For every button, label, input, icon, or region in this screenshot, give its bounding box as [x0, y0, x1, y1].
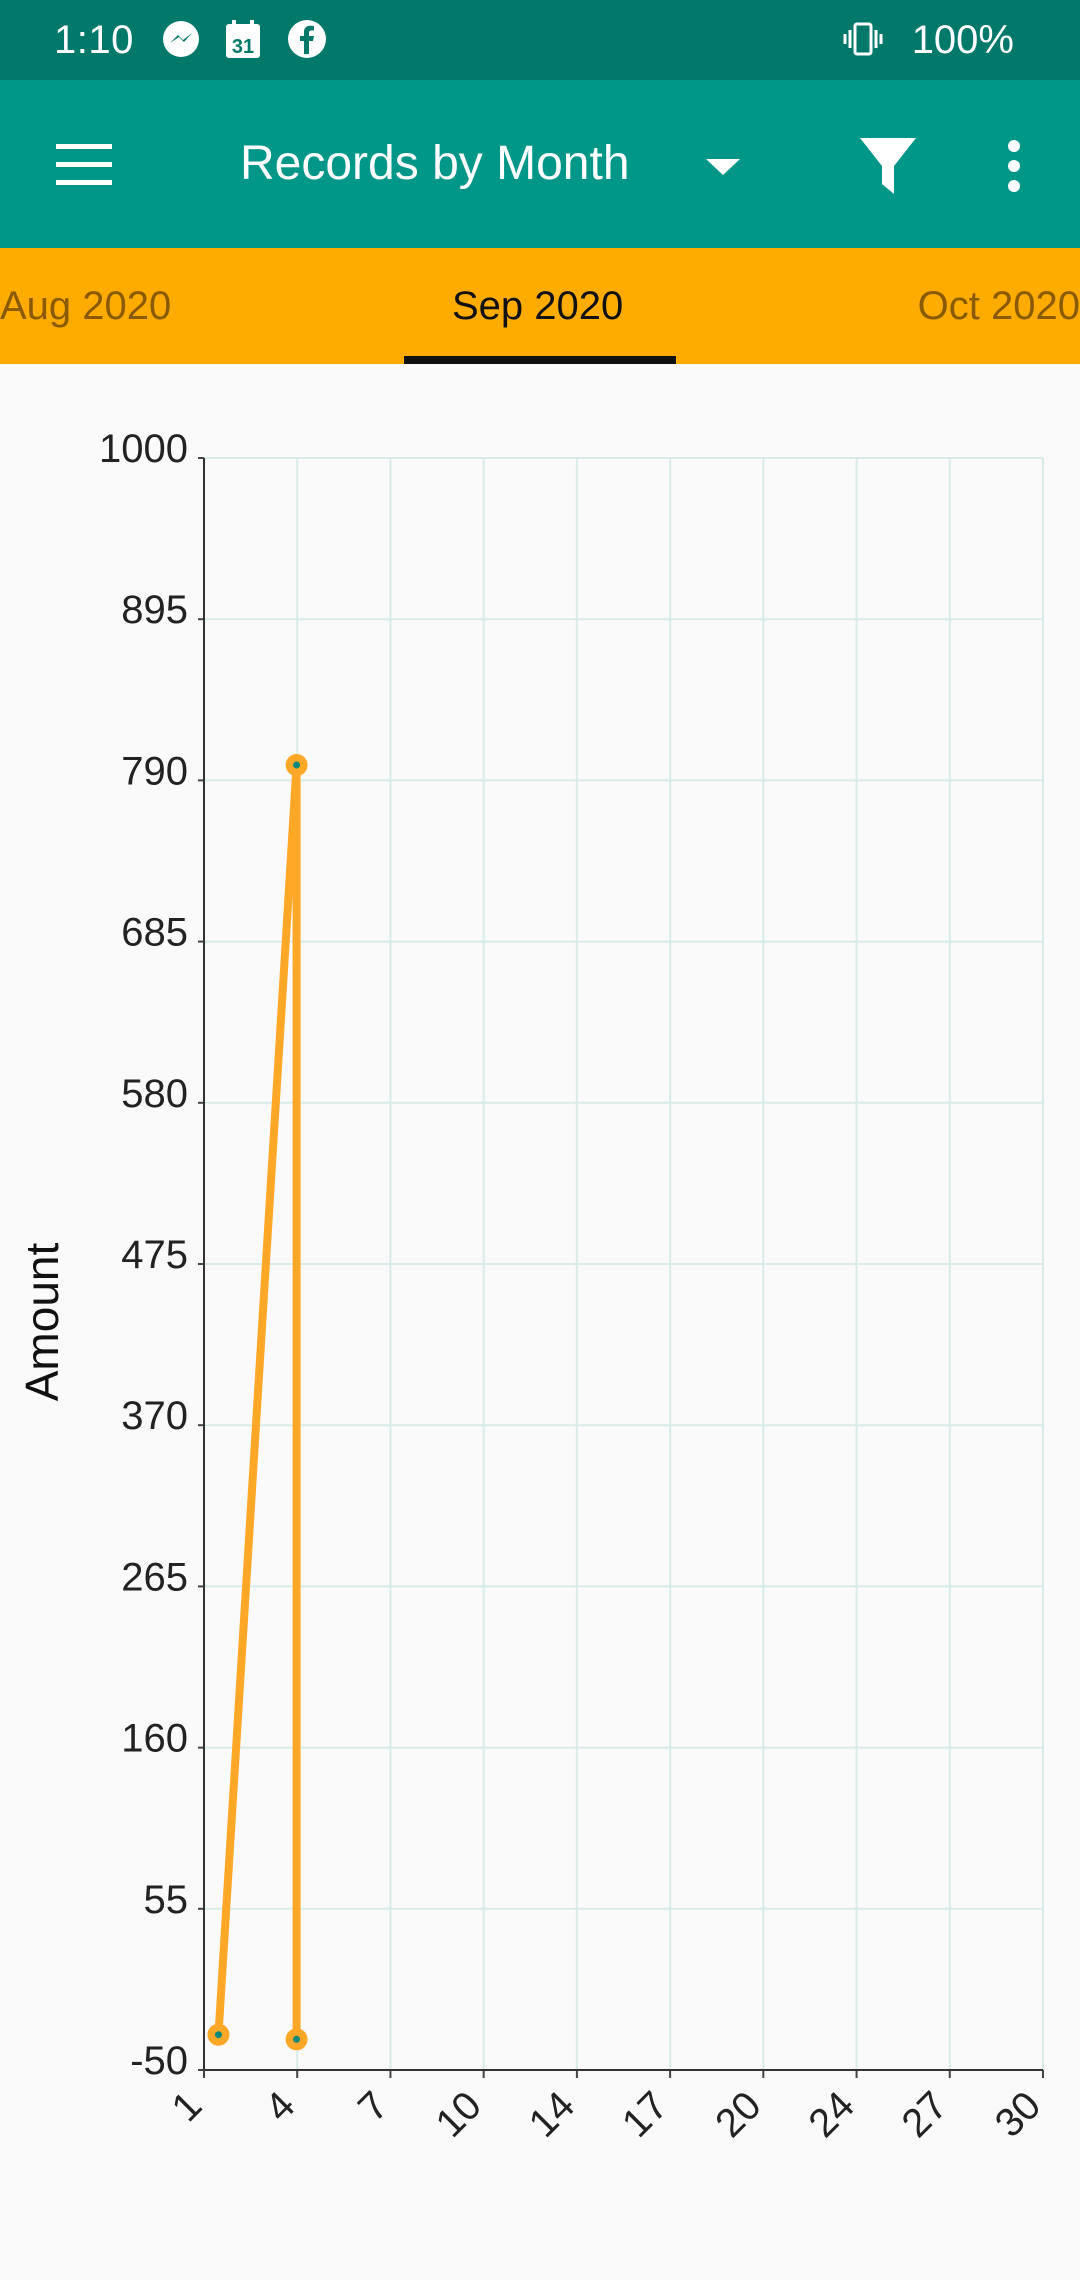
y-tick-labels: 1000 895 790 685 580 475 370 265 160 55 -50 [99, 427, 188, 2083]
battery-level: 100% [911, 18, 1014, 62]
axes [198, 457, 1044, 2078]
x-tick-labels: 1 4 7 10 14 17 20 24 27 30 [164, 2083, 1050, 2146]
dropdown-arrow-icon [706, 159, 740, 175]
page-title[interactable]: Records by Month [240, 137, 630, 190]
tab-current-month[interactable]: Sep 2020 [452, 284, 624, 328]
y-tick-label: 160 [121, 1717, 188, 1761]
menu-icon [56, 144, 112, 185]
x-tick-label: 30 [987, 2083, 1050, 2146]
tab-indicator [404, 356, 676, 364]
filter-icon [860, 138, 916, 194]
x-tick-label: 7 [350, 2083, 397, 2130]
facebook-icon [288, 20, 326, 58]
calendar-day: 31 [232, 36, 254, 58]
app-bar: Records by Month [0, 80, 1080, 248]
y-tick-label: 790 [121, 749, 188, 793]
y-tick-label: 1000 [99, 427, 188, 471]
status-time: 1:10 [54, 18, 134, 62]
y-tick-label: -50 [130, 2039, 188, 2083]
y-tick-label: 580 [121, 1072, 188, 1116]
y-tick-label: 685 [121, 911, 188, 955]
status-bar: 1:10 31 100% [0, 0, 1080, 80]
month-tabs: Aug 2020 Sep 2020 Oct 2020 [0, 248, 1080, 364]
data-point-center [214, 2031, 222, 2039]
x-tick-label: 24 [800, 2083, 863, 2146]
x-tick-label: 17 [614, 2083, 677, 2146]
calendar-icon: 31 [226, 20, 260, 58]
data-point-center [293, 761, 301, 769]
x-tick-label: 4 [257, 2083, 304, 2130]
series-line [214, 761, 301, 2040]
data-point-center [293, 2035, 301, 2043]
x-tick-label: 20 [707, 2083, 770, 2146]
more-vert-icon [1008, 140, 1020, 192]
y-tick-label: 475 [121, 1233, 188, 1277]
vibrate-icon [843, 22, 883, 56]
grid [204, 457, 1044, 2070]
y-tick-label: 895 [121, 588, 188, 632]
x-tick-label: 1 [164, 2083, 211, 2130]
x-tick-label: 10 [427, 2083, 490, 2146]
more-options-button[interactable] [986, 124, 1046, 208]
series-amount [207, 754, 308, 2051]
y-tick-label: 265 [121, 1555, 188, 1599]
filter-button[interactable] [846, 124, 930, 208]
y-tick-label: 55 [144, 1878, 189, 1922]
y-axis-label: Amount [16, 1243, 68, 1402]
tab-next-month[interactable]: Oct 2020 [917, 284, 1080, 328]
x-tick-label: 27 [894, 2083, 957, 2146]
y-tick-label: 370 [121, 1394, 188, 1438]
report-type-dropdown[interactable] [690, 130, 756, 200]
messenger-icon [163, 21, 199, 57]
tab-prev-month[interactable]: Aug 2020 [0, 284, 172, 328]
menu-button[interactable] [36, 124, 132, 208]
x-tick-label: 14 [521, 2083, 584, 2146]
